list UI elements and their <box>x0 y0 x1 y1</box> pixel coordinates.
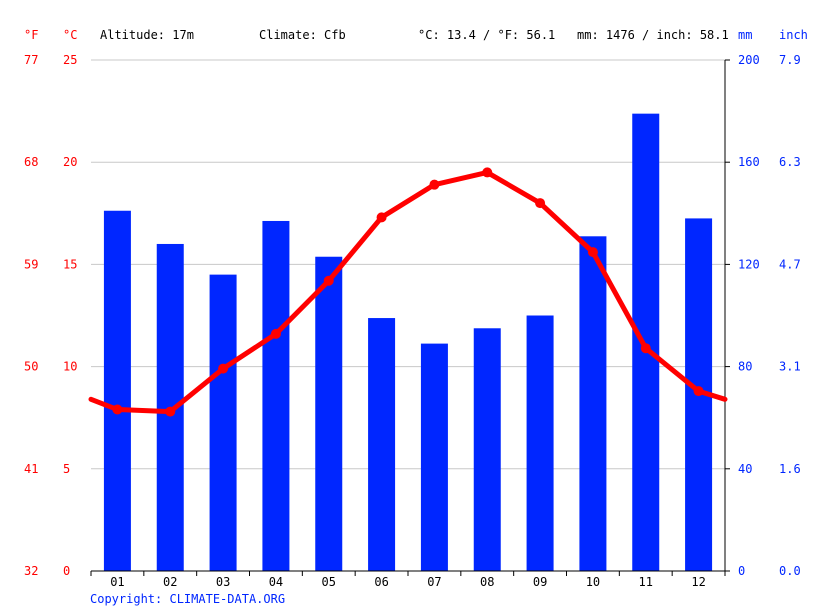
temperature-point <box>323 275 334 286</box>
inch-tick-label: 1.6 <box>779 462 801 476</box>
precipitation-bar <box>579 236 607 572</box>
temperature-point <box>587 247 598 258</box>
mm-tick-label: 120 <box>738 257 760 271</box>
celsius-tick-label: 5 <box>63 462 70 476</box>
precipitation-bar <box>103 210 131 571</box>
mm-tick-label: 160 <box>738 155 760 169</box>
copyright-link[interactable]: Copyright: CLIMATE-DATA.ORG <box>90 592 286 606</box>
mm-unit-label: mm <box>738 28 753 42</box>
temperature-point <box>218 363 229 374</box>
celsius-tick-label: 15 <box>63 257 77 271</box>
celsius-tick-label: 25 <box>63 53 77 67</box>
month-tick-label: 04 <box>269 575 283 589</box>
month-tick-label: 10 <box>586 575 600 589</box>
inch-tick-label: 6.3 <box>779 155 801 169</box>
temperature-point <box>376 212 387 223</box>
celsius-tick-label: 20 <box>63 155 77 169</box>
temperature-line <box>88 169 728 415</box>
month-tick-label: 06 <box>374 575 388 589</box>
fahrenheit-tick-label: 32 <box>24 564 38 578</box>
month-tick-label: 03 <box>216 575 230 589</box>
month-tick-label: 12 <box>691 575 705 589</box>
temperature-point <box>429 179 440 190</box>
month-tick-label: 08 <box>480 575 494 589</box>
precipitation-bar <box>262 220 290 571</box>
precipitation-bar <box>632 113 660 571</box>
month-tick-label: 02 <box>163 575 177 589</box>
month-tick-label: 05 <box>322 575 336 589</box>
fahrenheit-tick-label: 59 <box>24 257 38 271</box>
fahrenheit-unit-label: °F <box>24 28 39 42</box>
mm-tick-label: 0 <box>738 564 745 578</box>
precipitation-bar <box>473 328 501 571</box>
mm-tick-label: 80 <box>738 360 752 374</box>
month-tick-label: 09 <box>533 575 547 589</box>
temperature-point <box>482 167 493 178</box>
month-tick-label: 11 <box>639 575 653 589</box>
precipitation-total-label: mm: 1476 / inch: 58.1 <box>577 28 729 42</box>
mm-tick-label: 40 <box>738 462 752 476</box>
precipitation-bar <box>315 256 343 571</box>
month-tick-label: 07 <box>427 575 441 589</box>
temperature-point <box>535 198 546 209</box>
inch-tick-label: 7.9 <box>779 53 801 67</box>
climate-label: Climate: Cfb <box>259 28 346 42</box>
celsius-tick-label: 0 <box>63 564 70 578</box>
precipitation-bar <box>368 318 396 571</box>
temperature-average-label: °C: 13.4 / °F: 56.1 <box>418 28 556 42</box>
temperature-point <box>640 343 651 354</box>
precipitation-bar <box>420 343 448 571</box>
fahrenheit-tick-label: 50 <box>24 360 38 374</box>
inch-tick-label: 0.0 <box>779 564 801 578</box>
mm-tick-label: 200 <box>738 53 760 67</box>
month-tick-label: 01 <box>110 575 124 589</box>
precipitation-bar <box>209 274 237 571</box>
temperature-point <box>165 406 176 417</box>
temperature-point <box>693 386 704 397</box>
inch-tick-label: 3.1 <box>779 360 801 374</box>
inch-unit-label: inch <box>779 28 808 42</box>
celsius-tick-label: 10 <box>63 360 77 374</box>
temperature-point <box>270 328 281 339</box>
temperature-point <box>112 404 123 415</box>
celsius-unit-label: °C <box>63 28 78 42</box>
precipitation-bar <box>526 315 554 571</box>
altitude-label: Altitude: 17m <box>100 28 194 42</box>
fahrenheit-tick-label: 77 <box>24 53 38 67</box>
fahrenheit-tick-label: 41 <box>24 462 38 476</box>
inch-tick-label: 4.7 <box>779 257 801 271</box>
fahrenheit-tick-label: 68 <box>24 155 38 169</box>
